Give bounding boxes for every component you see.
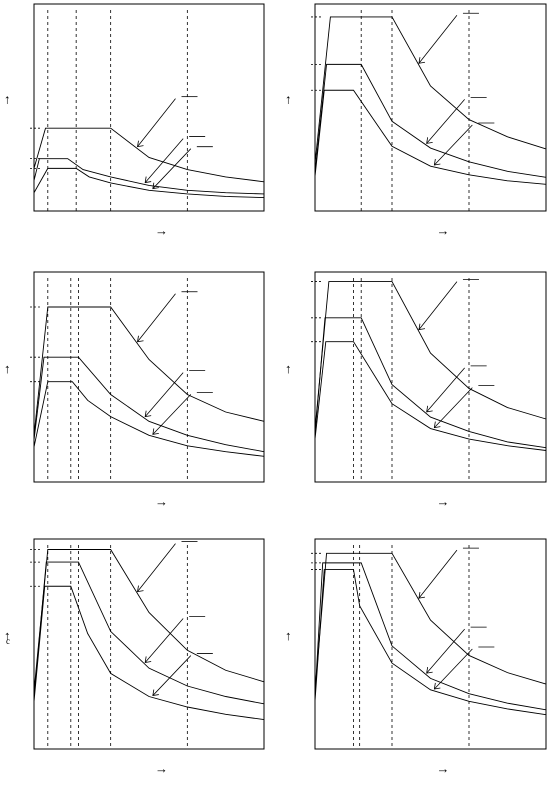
leader-head-2-1 [418,57,426,64]
leader-3-2 [144,372,184,417]
leader-5-2 [144,618,184,663]
stray-glyph: c [6,636,10,646]
leader-head-3-1 [137,335,144,343]
leader-head-3-2 [144,410,152,418]
series-1-2 [33,158,265,195]
leader-5-3 [152,655,192,696]
leader-head-5-2 [144,656,152,663]
x-axis-arrow-3: → [155,494,168,509]
leader-1-2 [144,138,184,183]
leader-3-1 [137,293,176,342]
series-3-1 [33,306,265,436]
leader-head-4-2 [426,405,433,413]
plot-frame-3 [33,271,265,483]
series-5-2 [33,561,265,705]
plot-frame-6 [314,538,547,750]
x-axis-arrow-2: → [437,223,450,238]
x-axis-arrow-4: → [437,494,450,509]
series-2-3 [314,89,547,185]
y-axis-arrow-1: ↑ [4,92,11,107]
leader-4-2 [426,367,465,413]
leader-head-4-1 [418,323,426,331]
leader-6-3 [434,648,473,690]
leader-head-1-2 [144,176,152,184]
leader-6-1 [418,549,458,599]
plot-frame-5 [33,538,265,750]
leader-4-1 [418,281,458,330]
series-5-1 [33,549,265,692]
series-6-3 [314,569,547,716]
y-axis-arrow-4: ↑ [285,361,292,376]
leader-head-6-2 [426,667,433,674]
series-3-3 [33,381,265,457]
leader-head-5-3 [152,689,159,697]
leader-head-6-3 [433,682,441,690]
series-4-2 [314,317,547,449]
y-axis-arrow-3: ↑ [4,361,11,376]
x-axis-arrow-6: → [437,761,450,776]
y-axis-arrow-5: ↑ [4,628,11,643]
series-4-1 [314,281,547,430]
series-2-1 [314,16,547,164]
y-axis-arrow-6: ↑ [285,628,292,643]
series-2-2 [314,63,547,178]
leader-head-5-1 [137,585,144,593]
leader-head-2-3 [433,158,441,166]
leader-4-3 [434,387,473,428]
series-6-2 [314,562,547,711]
series-1-3 [33,167,265,199]
x-axis-arrow-1: → [155,223,168,238]
plot-frame-1 [33,3,265,212]
leader-head-3-3 [152,428,159,435]
leader-head-4-3 [433,421,441,429]
series-3-2 [33,356,265,453]
plot-frame-2 [314,3,547,212]
leader-3-3 [152,394,192,435]
leader-5-1 [137,543,176,592]
leader-head-6-1 [418,592,426,599]
leader-head-2-2 [426,137,433,144]
leader-1-1 [137,98,176,147]
leader-head-1-1 [137,140,144,148]
y-axis-arrow-2: ↑ [285,92,292,107]
leader-2-2 [426,99,465,144]
leader-2-3 [434,124,473,166]
leader-1-3 [152,148,192,189]
series-4-3 [314,341,547,451]
plot-frame-4 [314,271,547,483]
leader-head-1-3 [152,182,159,190]
series-6-1 [314,552,547,692]
leader-2-1 [418,14,458,64]
x-axis-arrow-5: → [155,761,168,776]
series-1-1 [33,127,265,183]
series-5-3 [33,585,265,721]
leader-6-2 [426,628,465,674]
